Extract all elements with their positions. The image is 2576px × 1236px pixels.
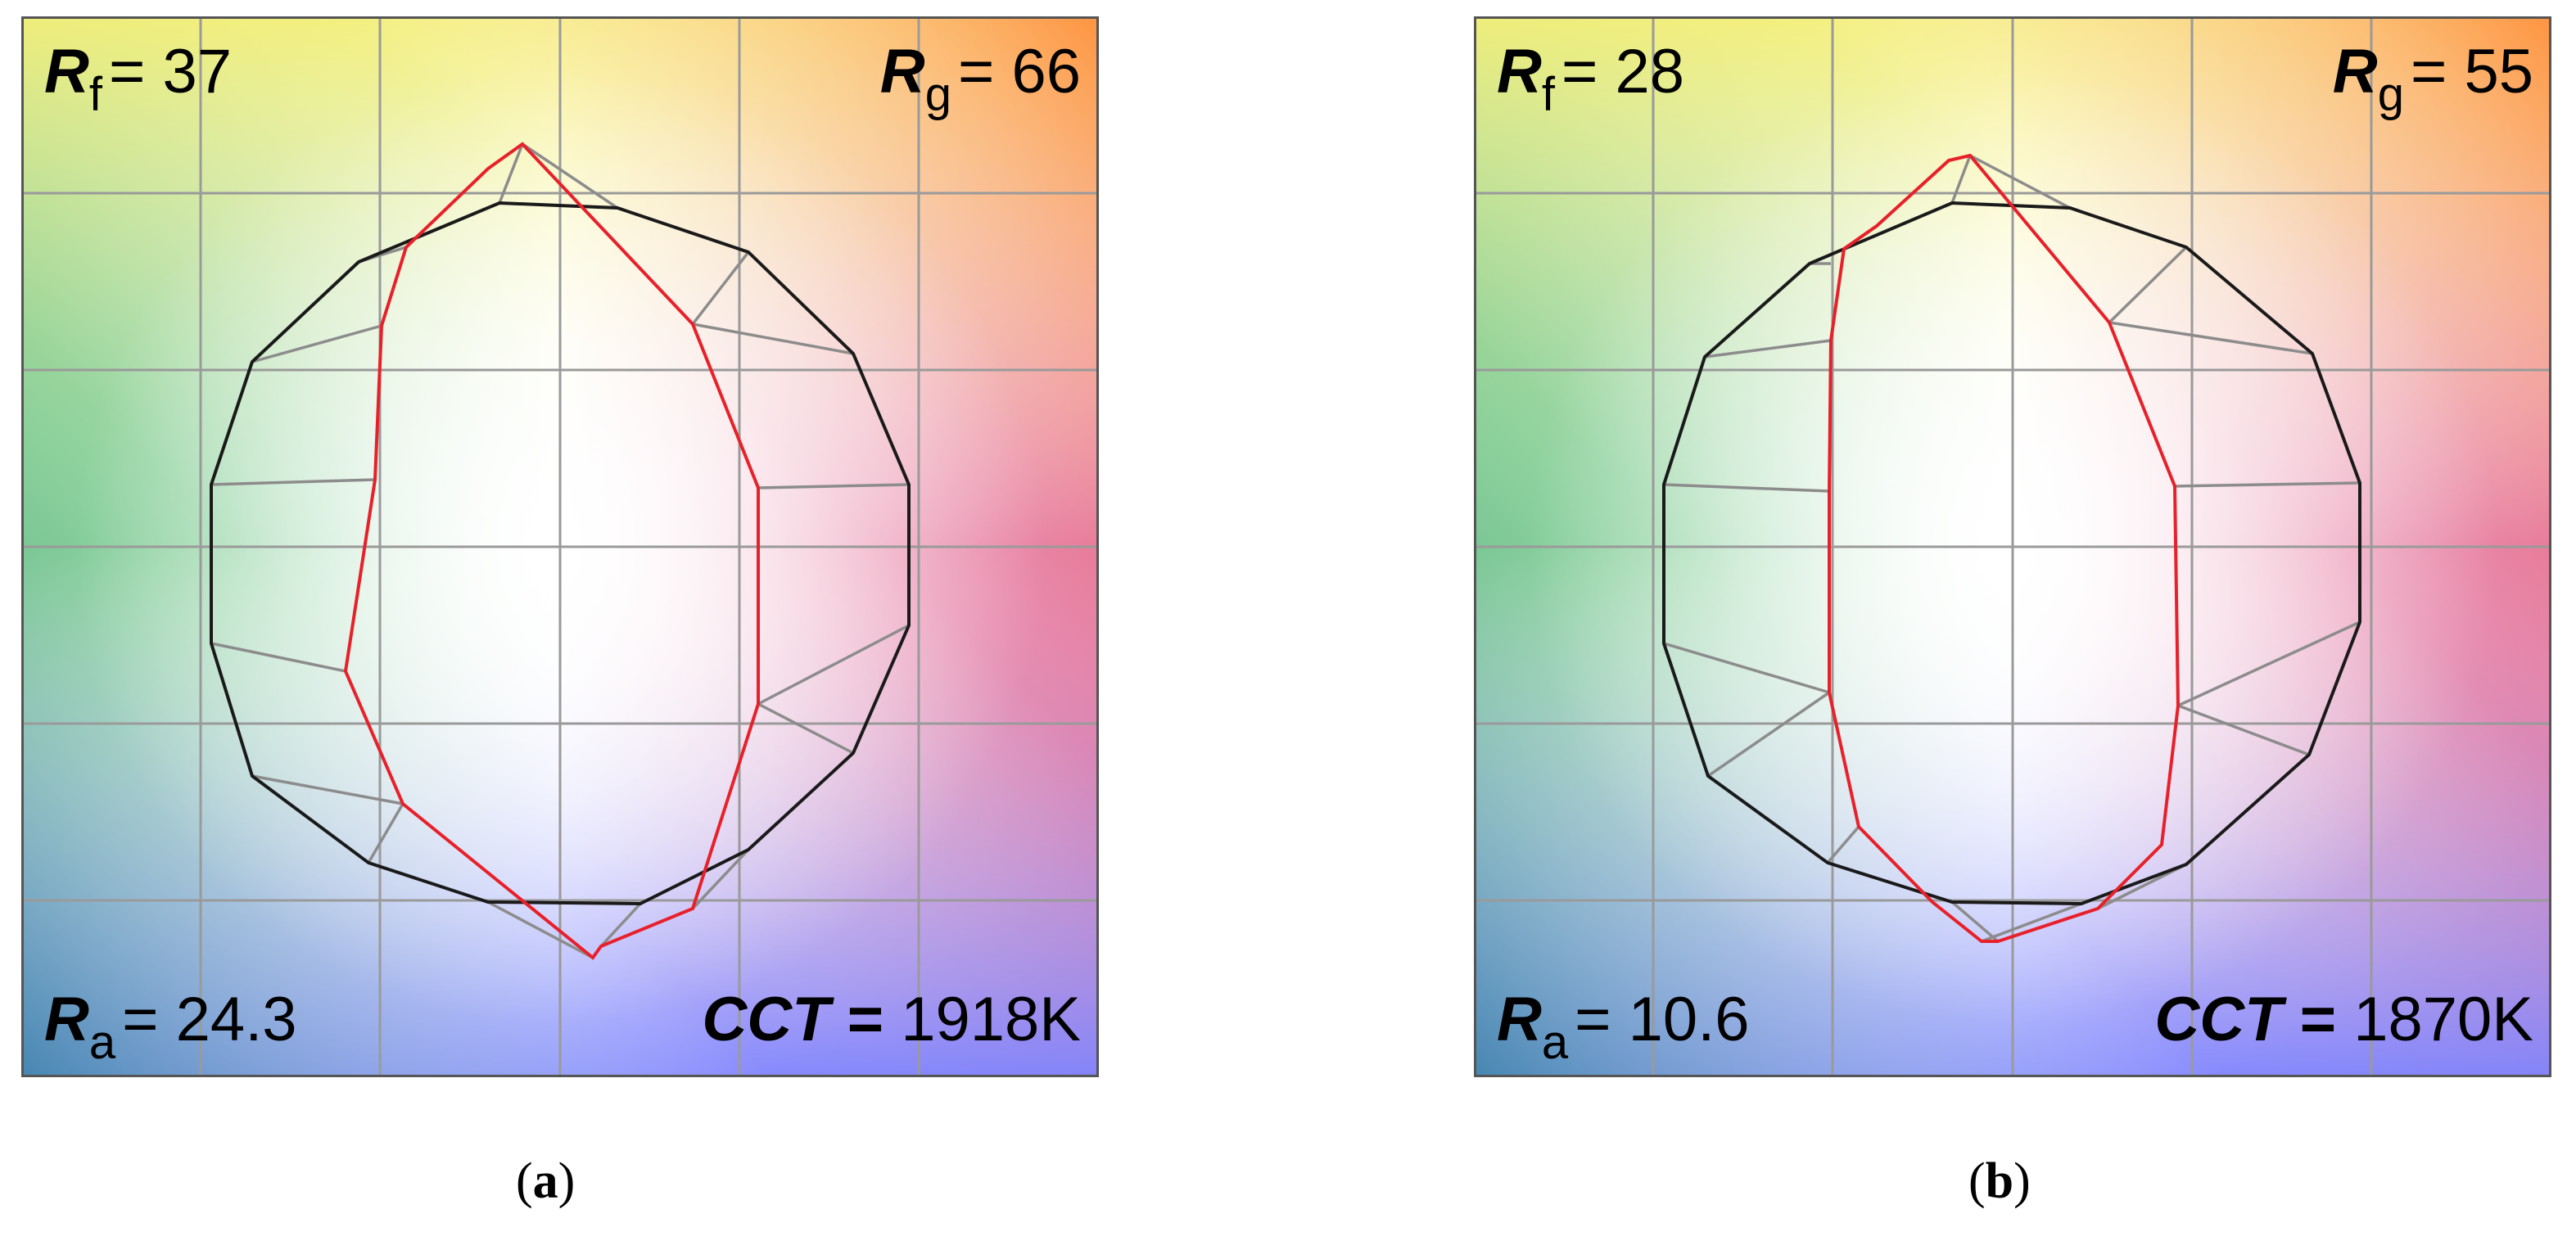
cct-metric: CCT = 1870K <box>2154 985 2533 1054</box>
color-vector-plot-a <box>21 16 1099 1077</box>
test-polygon <box>1828 153 2181 943</box>
reference-polygon <box>1662 201 2361 906</box>
color-vector-plot-b <box>1474 16 2551 1077</box>
panel-border <box>21 16 1099 1077</box>
rg-metric: Rg = 55 <box>2332 37 2533 121</box>
panel-border <box>1474 16 2551 1077</box>
rg-metric: Rg = 66 <box>879 37 1081 121</box>
cct-metric: CCT = 1918K <box>702 985 1081 1054</box>
ra-metric: Ra = 10.6 <box>1497 985 1750 1069</box>
test-polygon <box>343 142 760 960</box>
color-vector-graphic-a: Rf = 37 Rg = 66 Ra = 24.3 CCT = 1918K <box>21 16 1099 1077</box>
color-vector-graphic-b: Rf = 28 Rg = 55 Ra = 10.6 CCT = 1870K <box>1474 16 2551 1077</box>
shift-lines <box>1663 154 2361 943</box>
grid-lines <box>21 16 1099 1077</box>
caption-b: (b) <box>1968 1153 2031 1209</box>
caption-a: (a) <box>516 1153 576 1209</box>
reference-polygon <box>210 201 911 906</box>
grid-lines <box>1474 16 2551 1077</box>
shift-lines <box>210 142 910 959</box>
ra-metric: Ra = 24.3 <box>44 985 297 1069</box>
rf-metric: Rf = 37 <box>44 37 233 121</box>
rf-metric: Rf = 28 <box>1497 37 1685 121</box>
